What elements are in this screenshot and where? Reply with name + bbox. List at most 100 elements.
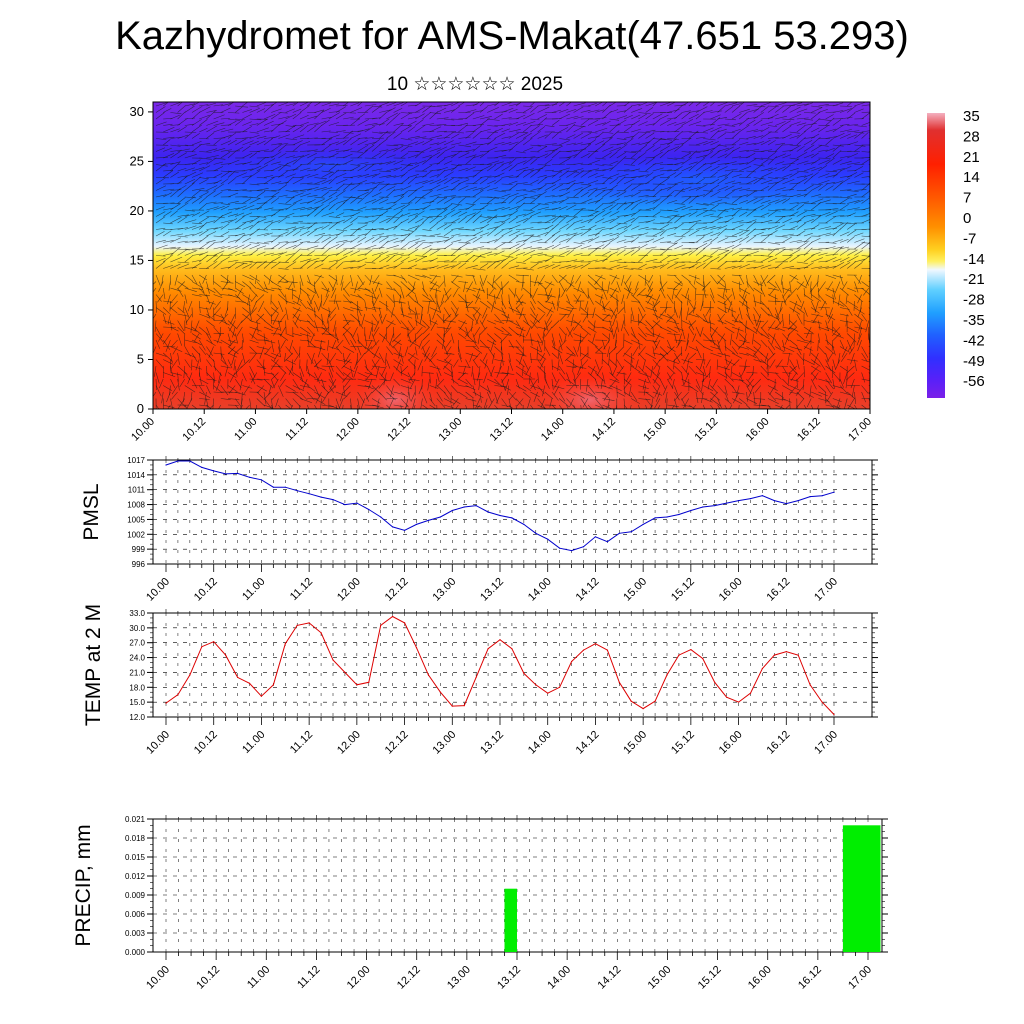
- wind-barb: [184, 233, 195, 237]
- wind-barb: [410, 391, 416, 402]
- wind-barb: [854, 326, 866, 330]
- wind-barb: [436, 391, 443, 402]
- wind-barb: [451, 233, 461, 237]
- wind-barb: [832, 159, 843, 165]
- wind-barb: [537, 206, 550, 211]
- wind-barb: [335, 372, 345, 382]
- wind-barb: [335, 212, 345, 217]
- wind-barb: [782, 189, 794, 191]
- wind-barb: [500, 333, 510, 343]
- wind-barb: [746, 352, 757, 358]
- wind-barb: [321, 197, 333, 204]
- wind-barb: [854, 125, 867, 128]
- wind-barb: [249, 216, 261, 224]
- wind-barb: [364, 207, 377, 211]
- wind-barb: [710, 190, 721, 198]
- wind-barb: [782, 333, 790, 342]
- wind-barb: [832, 346, 836, 356]
- wind-barb: [789, 144, 799, 147]
- wind-barb: [832, 326, 842, 337]
- wind-barb: [847, 207, 860, 211]
- wind-barb: [811, 257, 823, 263]
- wind-barb: [515, 274, 529, 277]
- wind-barb: [825, 153, 835, 159]
- wind-barb: [707, 378, 711, 390]
- wind-barb: [579, 300, 582, 311]
- wind-barb: [314, 109, 325, 113]
- wind-barb: [587, 320, 596, 328]
- wind-barb: [321, 130, 331, 133]
- wind-barb: [776, 359, 783, 369]
- wind-barb: [587, 281, 597, 291]
- wind-barb: [746, 248, 759, 250]
- wind-barb: [572, 359, 574, 373]
- wind-barb: [602, 211, 612, 217]
- wind-barb: [227, 201, 239, 204]
- wind-barb: [559, 307, 572, 312]
- wind-barb: [422, 216, 433, 219]
- wind-barb: [371, 352, 381, 359]
- wind-barb: [832, 110, 844, 113]
- wind-barb: [673, 391, 682, 402]
- wind-barb: [326, 313, 330, 324]
- wind-barb: [271, 252, 284, 256]
- wind-barb: [530, 125, 540, 133]
- wind-barb: [487, 118, 500, 121]
- wind-barb: [811, 158, 821, 165]
- wind-barb: [861, 346, 869, 358]
- wind-barb: [674, 391, 680, 401]
- wind-barb: [357, 339, 367, 350]
- wind-barb: [242, 260, 253, 263]
- wind-barb: [393, 122, 404, 126]
- wind-barb: [854, 262, 863, 269]
- wind-barb: [767, 106, 777, 113]
- cold-core-2: [210, 147, 450, 183]
- wind-barb: [400, 274, 408, 283]
- wind-barb: [644, 274, 646, 286]
- colorbar-label: -7: [963, 230, 976, 247]
- wind-barb: [724, 185, 735, 191]
- wind-barb: [599, 294, 603, 304]
- wind-barb: [516, 398, 524, 407]
- wind-barb: [407, 378, 420, 381]
- wind-barb: [522, 313, 529, 326]
- wind-barb: [306, 352, 314, 364]
- wind-barb: [386, 175, 397, 178]
- wind-barb: [730, 365, 733, 377]
- wind-barb: [457, 372, 466, 381]
- wind-barb: [299, 333, 312, 337]
- wind-barb: [191, 274, 198, 285]
- wind-barb: [739, 352, 749, 356]
- wind-barb: [616, 203, 627, 205]
- wind-barb: [609, 151, 618, 159]
- wind-barb: [285, 253, 295, 256]
- wind-barb: [220, 205, 230, 211]
- wind-barb: [674, 105, 683, 113]
- wind-barb: [494, 149, 507, 152]
- wind-barb: [343, 112, 357, 114]
- wind-barb: [710, 346, 720, 350]
- wind-barb: [638, 121, 648, 126]
- wind-barb: [278, 251, 288, 256]
- wind-barb: [481, 313, 488, 325]
- wind-barb: [559, 109, 569, 113]
- wind-barb: [494, 281, 502, 291]
- wind-barb: [623, 217, 635, 224]
- wind-barb: [163, 207, 174, 211]
- wind-barb: [673, 352, 682, 362]
- wind-barb: [825, 378, 834, 390]
- wind-barb: [537, 114, 547, 120]
- wind-barb: [659, 241, 672, 243]
- wind-barb: [378, 391, 387, 401]
- wind-barb: [443, 118, 455, 121]
- wind-barb: [708, 313, 711, 324]
- wind-barb: [280, 372, 286, 382]
- wind-barb: [580, 262, 591, 269]
- wind-barb: [625, 274, 632, 284]
- wind-barb: [616, 191, 627, 198]
- wind-barb: [234, 365, 243, 375]
- wind-barb: [364, 181, 376, 185]
- wind-barb: [818, 247, 829, 250]
- wind-barb: [429, 365, 441, 370]
- wind-barb: [465, 265, 478, 269]
